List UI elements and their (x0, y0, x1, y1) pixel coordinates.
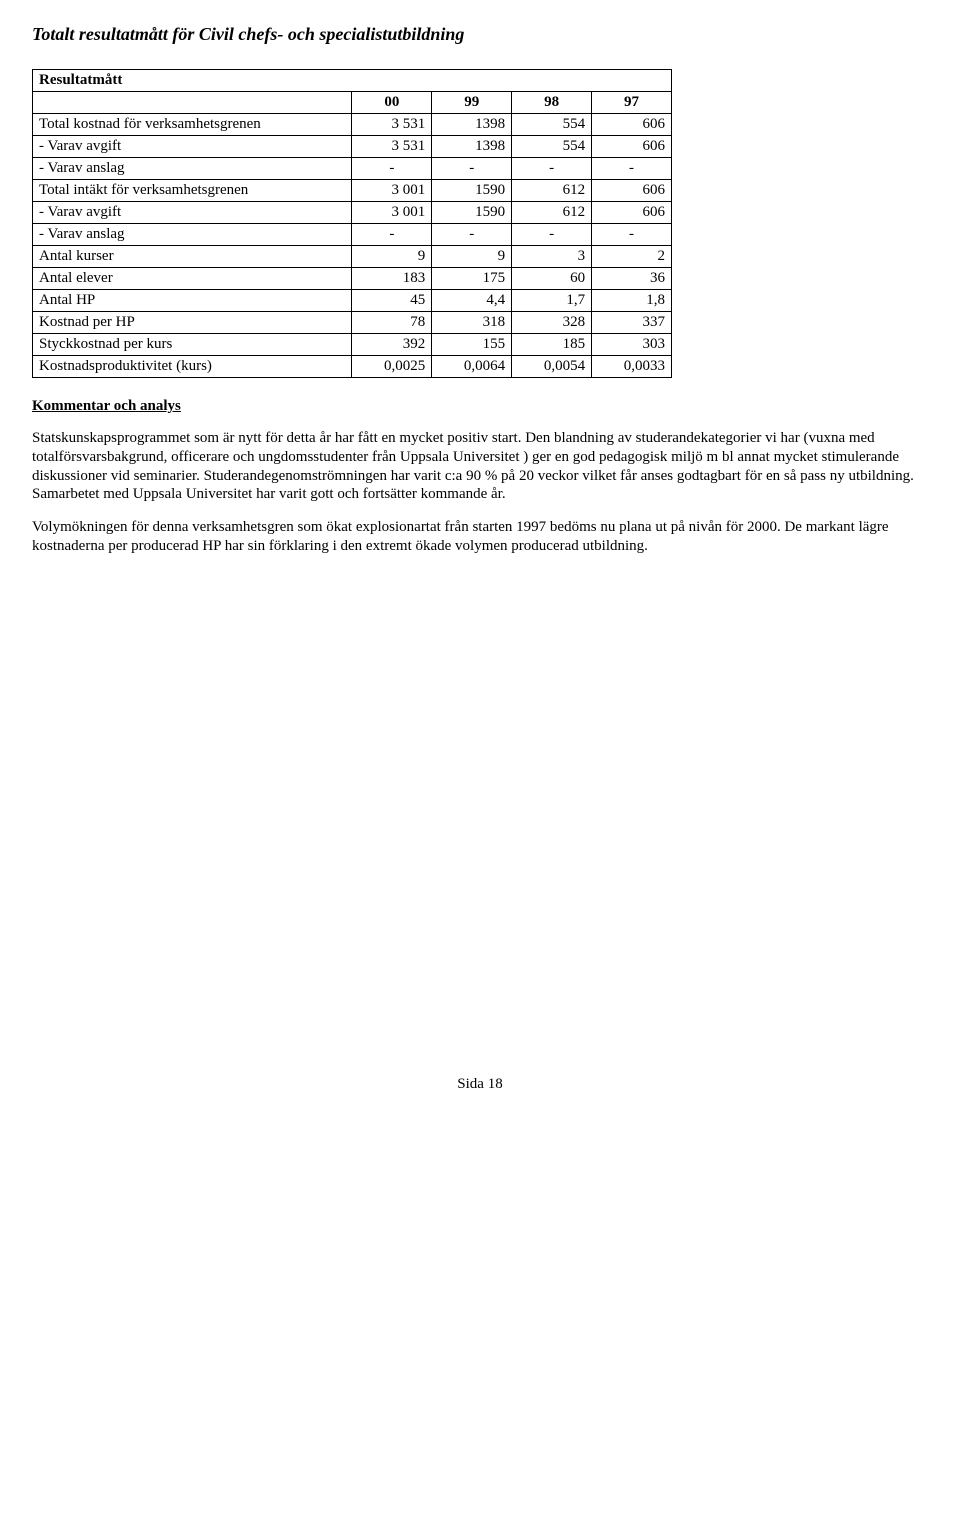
table-cell: 155 (432, 334, 512, 356)
table-cell: - (592, 158, 672, 180)
table-year-col: 98 (512, 92, 592, 114)
table-row-label: Kostnadsproduktivitet (kurs) (33, 356, 352, 378)
table-cell: - (352, 224, 432, 246)
table-cell: 328 (512, 312, 592, 334)
table-row-label: Total kostnad för verksamhetsgrenen (33, 114, 352, 136)
table-cell: 1590 (432, 202, 512, 224)
table-cell: 36 (592, 268, 672, 290)
result-table: Resultatmått00999897Total kostnad för ve… (32, 69, 672, 378)
table-cell: 3 001 (352, 202, 432, 224)
table-year-col: 97 (592, 92, 672, 114)
table-cell: - (592, 224, 672, 246)
table-row-label: - Varav anslag (33, 224, 352, 246)
table-cell: 318 (432, 312, 512, 334)
table-row-label: - Varav avgift (33, 202, 352, 224)
table-row-label: Antal HP (33, 290, 352, 312)
table-cell: 0,0025 (352, 356, 432, 378)
table-corner-cell (33, 92, 352, 114)
table-row: Antal elever1831756036 (33, 268, 672, 290)
table-cell: 612 (512, 202, 592, 224)
table-cell: 175 (432, 268, 512, 290)
table-row-label: Styckkostnad per kurs (33, 334, 352, 356)
table-year-col: 99 (432, 92, 512, 114)
table-cell: 303 (592, 334, 672, 356)
table-cell: 3 531 (352, 114, 432, 136)
table-row: - Varav avgift3 5311398554606 (33, 136, 672, 158)
table-row: Antal kurser9932 (33, 246, 672, 268)
table-cell: 45 (352, 290, 432, 312)
table-cell: 60 (512, 268, 592, 290)
table-row: Styckkostnad per kurs392155185303 (33, 334, 672, 356)
table-cell: - (432, 224, 512, 246)
table-row: Kostnad per HP78318328337 (33, 312, 672, 334)
table-cell: 337 (592, 312, 672, 334)
table-cell: 606 (592, 202, 672, 224)
table-cell: - (512, 224, 592, 246)
table-cell: 183 (352, 268, 432, 290)
table-cell: 606 (592, 180, 672, 202)
table-row: Kostnadsproduktivitet (kurs)0,00250,0064… (33, 356, 672, 378)
table-cell: 1,7 (512, 290, 592, 312)
table-row: Antal HP454,41,71,8 (33, 290, 672, 312)
table-cell: - (512, 158, 592, 180)
table-cell: 1398 (432, 136, 512, 158)
table-cell: 78 (352, 312, 432, 334)
table-cell: 185 (512, 334, 592, 356)
table-cell: 606 (592, 114, 672, 136)
table-cell: 3 (512, 246, 592, 268)
table-cell: 0,0054 (512, 356, 592, 378)
table-cell: 0,0064 (432, 356, 512, 378)
table-cell: 1,8 (592, 290, 672, 312)
table-cell: 612 (512, 180, 592, 202)
table-cell: 606 (592, 136, 672, 158)
table-row-label: Total intäkt för verksamhetsgrenen (33, 180, 352, 202)
table-cell: 4,4 (432, 290, 512, 312)
table-row: - Varav anslag---- (33, 224, 672, 246)
body-paragraph: Statskunskapsprogrammet som är nytt för … (32, 429, 928, 504)
table-cell: 3 531 (352, 136, 432, 158)
table-cell: 1590 (432, 180, 512, 202)
table-cell: - (432, 158, 512, 180)
table-row-label: - Varav anslag (33, 158, 352, 180)
table-row: Total kostnad för verksamhetsgrenen3 531… (33, 114, 672, 136)
table-row-label: - Varav avgift (33, 136, 352, 158)
table-row-label: Kostnad per HP (33, 312, 352, 334)
table-cell: 9 (432, 246, 512, 268)
table-cell: 9 (352, 246, 432, 268)
table-cell: 2 (592, 246, 672, 268)
table-row-label: Antal elever (33, 268, 352, 290)
table-cell: 0,0033 (592, 356, 672, 378)
table-cell: 392 (352, 334, 432, 356)
page-title: Totalt resultatmått för Civil chefs- och… (32, 24, 928, 45)
table-cell: 3 001 (352, 180, 432, 202)
table-row: - Varav anslag---- (33, 158, 672, 180)
table-row: - Varav avgift3 0011590612606 (33, 202, 672, 224)
table-cell: 554 (512, 136, 592, 158)
table-cell: 1398 (432, 114, 512, 136)
table-year-col: 00 (352, 92, 432, 114)
comment-heading: Kommentar och analys (32, 398, 928, 415)
table-header-label: Resultatmått (33, 70, 672, 92)
page-footer: Sida 18 (32, 1076, 928, 1093)
table-row: Total intäkt för verksamhetsgrenen3 0011… (33, 180, 672, 202)
table-cell: 554 (512, 114, 592, 136)
table-cell: - (352, 158, 432, 180)
body-paragraph: Volymökningen för denna verksamhetsgren … (32, 518, 928, 556)
table-row-label: Antal kurser (33, 246, 352, 268)
